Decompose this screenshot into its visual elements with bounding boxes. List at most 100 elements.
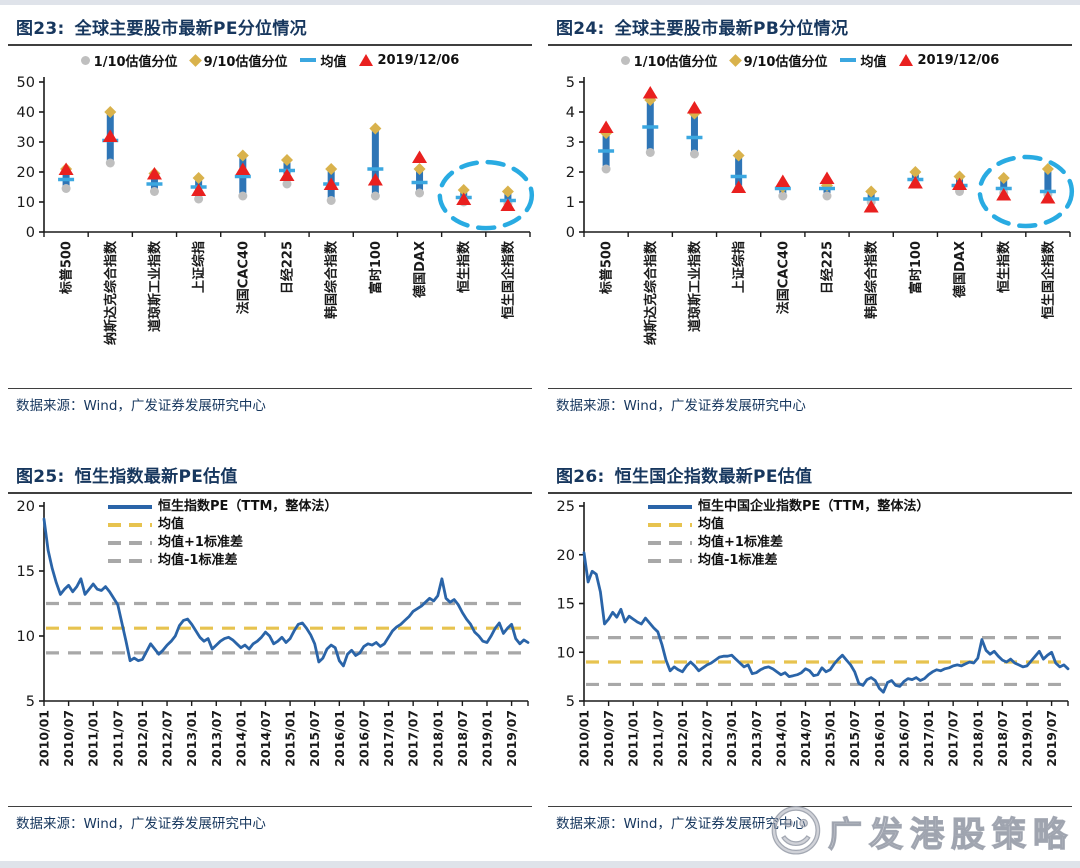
gray-dashed-swatch-icon bbox=[108, 559, 152, 563]
svg-text:2019/07: 2019/07 bbox=[1044, 710, 1059, 767]
title-divider bbox=[548, 492, 1072, 494]
svg-text:法国CAC40: 法国CAC40 bbox=[775, 241, 791, 314]
legend-item-series: 恒生指数PE（TTM，整体法） bbox=[108, 498, 337, 516]
svg-text:1: 1 bbox=[566, 195, 575, 211]
current-value-triangle bbox=[907, 176, 923, 189]
axes bbox=[583, 77, 1070, 233]
svg-text:25: 25 bbox=[557, 499, 575, 515]
svg-text:2016/01: 2016/01 bbox=[332, 710, 347, 767]
legend-label: 均值-1标准差 bbox=[698, 553, 778, 568]
legend-item-current: 2019/12/06 bbox=[899, 53, 999, 68]
svg-text:50: 50 bbox=[17, 75, 35, 91]
range-bar bbox=[690, 113, 698, 154]
svg-text:2010/07: 2010/07 bbox=[601, 710, 616, 767]
highlight-circle bbox=[977, 154, 1075, 229]
fig24-pb-percentile-chart: 0 1 2 3 4 5 标普500 纳斯达克综合指数 道琼斯工业指数 上证综指 法国CAC40 日经2… bbox=[566, 75, 1075, 345]
svg-text:2017/07: 2017/07 bbox=[946, 710, 961, 767]
legend-item-low: 1/10估值分位 bbox=[80, 51, 178, 70]
current-value-triangle bbox=[598, 120, 614, 133]
current-value-triangle bbox=[323, 177, 339, 190]
range-bar bbox=[371, 128, 379, 196]
x-axis-ticks bbox=[583, 232, 1071, 237]
svg-text:2013/01: 2013/01 bbox=[724, 710, 739, 767]
legend-item-minus-std: 均值-1标准差 bbox=[108, 552, 337, 570]
svg-text:2012/07: 2012/07 bbox=[160, 710, 175, 767]
legend-label: 均值 bbox=[860, 54, 887, 70]
title-divider bbox=[548, 44, 1072, 46]
std-bands bbox=[46, 601, 528, 655]
legend-label: 均值 bbox=[698, 517, 725, 532]
range-bar bbox=[735, 155, 743, 189]
svg-text:30: 30 bbox=[17, 135, 35, 151]
svg-text:10: 10 bbox=[557, 645, 575, 661]
low-percentile-dot bbox=[238, 191, 248, 201]
legend-item-minus-std: 均值-1标准差 bbox=[648, 552, 929, 570]
svg-text:富时100: 富时100 bbox=[368, 241, 384, 294]
svg-text:15: 15 bbox=[17, 564, 35, 580]
category-labels: 标普500 纳斯达克综合指数 道琼斯工业指数 上证综指 法国CAC40 日经225 韩国综合… bbox=[599, 240, 1057, 345]
source-divider bbox=[548, 806, 1072, 807]
high-percentile-diamond bbox=[104, 106, 117, 118]
range-bar bbox=[1000, 178, 1008, 193]
svg-text:2018/07: 2018/07 bbox=[995, 710, 1010, 767]
figure-title: 恒生国企指数最新PE估值 bbox=[614, 467, 813, 487]
svg-text:4: 4 bbox=[566, 105, 575, 121]
chart-area-fig26: 恒生中国企业指数PE（TTM，整体法） 均值 均值+1标准差 均值-1标准差 5… bbox=[540, 496, 1080, 804]
svg-text:2015/07: 2015/07 bbox=[847, 710, 862, 767]
legend-label: 均值+1标准差 bbox=[698, 535, 783, 550]
legend-label: 1/10估值分位 bbox=[93, 54, 178, 70]
axes bbox=[43, 77, 530, 233]
svg-text:2014/01: 2014/01 bbox=[773, 710, 788, 767]
source-divider bbox=[8, 388, 532, 389]
svg-text:2: 2 bbox=[566, 165, 575, 181]
gold-dashed-swatch-icon bbox=[648, 523, 692, 527]
x-axis-labels: 2010/01 2010/07 2011/01 2011/07 2012/01 2012/… bbox=[37, 701, 529, 767]
legend-item-plus-std: 均值+1标准差 bbox=[108, 534, 337, 552]
high-percentile-diamond bbox=[457, 184, 470, 196]
svg-text:2011/07: 2011/07 bbox=[110, 710, 125, 767]
data-source: 数据来源：Wind，广发证券发展研究中心 bbox=[556, 816, 806, 832]
panel-title-fig24: 图24: 全球主要股市最新PB分位情况 bbox=[556, 14, 1066, 39]
svg-text:3: 3 bbox=[566, 135, 575, 151]
current-value-triangle bbox=[952, 177, 968, 190]
svg-text:2012/07: 2012/07 bbox=[700, 710, 715, 767]
svg-text:纳斯达克综合指数: 纳斯达克综合指数 bbox=[643, 240, 659, 345]
svg-text:2014/01: 2014/01 bbox=[233, 710, 248, 767]
figure-title: 恒生指数最新PE估值 bbox=[74, 467, 238, 487]
current-value-triangle bbox=[235, 162, 251, 175]
high-percentile-diamond bbox=[413, 163, 426, 175]
high-percentile-diamond bbox=[732, 149, 745, 162]
legend-item-mean: 均值 bbox=[648, 516, 929, 534]
low-percentile-dot bbox=[822, 191, 832, 201]
page-edge-top bbox=[0, 0, 1080, 5]
current-value-triangle bbox=[863, 200, 879, 213]
current-value-triangle bbox=[456, 192, 472, 205]
high-percentile-diamond bbox=[865, 185, 878, 198]
svg-text:2011/01: 2011/01 bbox=[86, 710, 101, 767]
pe-series-line bbox=[42, 517, 530, 668]
figure-number: 图25: bbox=[16, 467, 65, 487]
current-value-triangle bbox=[731, 180, 747, 193]
gray-dot-marker-icon bbox=[80, 55, 90, 65]
svg-text:2012/01: 2012/01 bbox=[675, 710, 690, 767]
blue-line-swatch-icon bbox=[108, 505, 152, 509]
legend-label: 均值 bbox=[320, 54, 347, 70]
low-percentile-dot bbox=[61, 184, 71, 193]
current-value-triangle bbox=[642, 86, 658, 99]
legend-label: 2019/12/06 bbox=[917, 52, 1000, 68]
gold-diamond-marker-icon bbox=[188, 53, 202, 67]
cyan-dash-marker-icon bbox=[840, 58, 857, 62]
svg-text:0: 0 bbox=[26, 225, 35, 241]
legend-item-current: 2019/12/06 bbox=[359, 53, 459, 68]
panel-fig24: 图24: 全球主要股市最新PB分位情况 1/10估值分位 9/10估值分位 均值 … bbox=[540, 5, 1080, 437]
svg-text:德国DAX: 德国DAX bbox=[412, 241, 428, 298]
source-divider bbox=[548, 388, 1072, 389]
legend-label: 9/10估值分位 bbox=[743, 54, 828, 70]
svg-text:2016/01: 2016/01 bbox=[872, 710, 887, 767]
gray-dashed-swatch-icon bbox=[648, 559, 692, 563]
low-percentile-dot bbox=[778, 191, 788, 201]
title-divider bbox=[8, 44, 532, 46]
range-bar bbox=[1044, 169, 1052, 195]
current-value-triangle bbox=[279, 168, 295, 181]
